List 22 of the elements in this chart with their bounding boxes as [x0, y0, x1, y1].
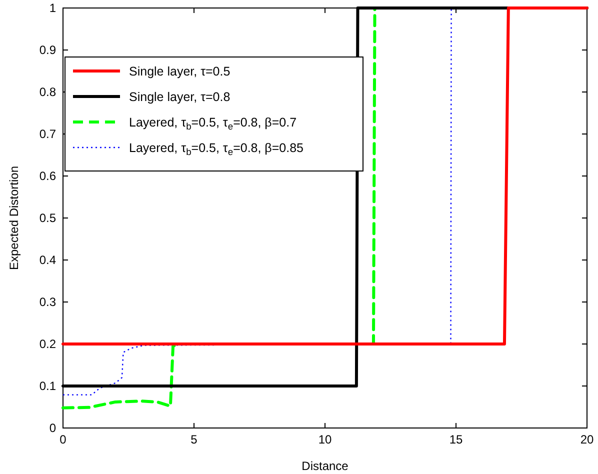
y-axis-title: Expected Distortion [7, 166, 21, 270]
y-tick-label: 0.5 [39, 210, 56, 225]
x-tick-label: 20 [580, 432, 594, 447]
y-tick-label: 0.2 [39, 336, 56, 351]
y-tick-label: 0.3 [39, 294, 56, 309]
legend-label: Layered, τ$_{b}$=0.5, τ$_{e}$=0.8, β=0.85 [129, 141, 304, 157]
x-tick-label: 0 [60, 432, 67, 447]
y-tick-label: 0.1 [39, 378, 56, 393]
legend-label: Single layer, τ=0.5 [129, 64, 230, 78]
y-tick-label: 0.4 [39, 252, 56, 267]
x-tick-label: 15 [449, 432, 463, 447]
y-tick-label: 0.8 [39, 84, 56, 99]
legend-label: Single layer, τ=0.8 [129, 90, 230, 104]
y-tick-label: 0.9 [39, 42, 56, 57]
y-tick-label: 0.7 [39, 126, 56, 141]
x-axis-title: Distance [302, 459, 349, 473]
y-tick-label: 0.6 [39, 168, 56, 183]
y-tick-label: 0 [49, 420, 56, 435]
x-tick-label: 10 [318, 432, 332, 447]
legend-label: Layered, τ$_{b}$=0.5, τ$_{e}$=0.8, β=0.7 [129, 116, 297, 132]
x-tick-label: 5 [190, 432, 198, 447]
y-tick-label: 1 [49, 0, 56, 15]
